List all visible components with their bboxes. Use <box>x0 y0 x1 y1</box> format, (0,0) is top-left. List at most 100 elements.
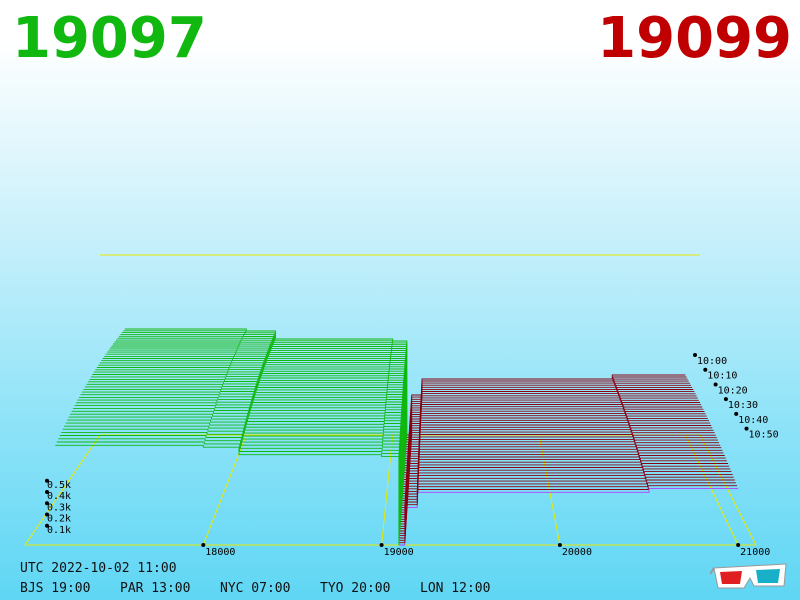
bid-curve-21 <box>86 383 403 496</box>
bid-curve-39 <box>113 343 406 454</box>
bid-curve-10 <box>70 413 402 522</box>
bid-curve-34 <box>105 353 406 466</box>
bid-curve-5 <box>62 428 401 534</box>
bid-curve-18 <box>82 391 403 503</box>
bid-curve-31 <box>101 360 405 473</box>
y-tick-label-1: 0.2k <box>47 514 71 525</box>
bid-curve-33 <box>104 355 405 468</box>
z-tick-label-3: 10:30 <box>728 400 758 411</box>
bid-curve-27 <box>95 369 404 482</box>
y-tick-dot-3 <box>45 490 49 494</box>
y-tick-dot-4 <box>45 478 49 483</box>
3d-glasses-icon[interactable] <box>710 556 790 596</box>
frame-gridline-2 <box>538 434 561 546</box>
x-tick-dot-1 <box>379 543 384 547</box>
x-tick-label-3: 21000 <box>740 547 770 558</box>
ask-curve-6 <box>400 471 732 532</box>
x-tick-label-0: 18000 <box>205 547 235 558</box>
tick-labels: 18000 19000 20000 21000 0.1k0.2k0.3k0.4k0.5k… <box>45 353 779 558</box>
y-tick-dot-0 <box>45 523 49 528</box>
bid-curve-11 <box>71 410 402 520</box>
bid-curve-38 <box>111 345 406 457</box>
bid-curve-17 <box>80 394 403 506</box>
y-tick-dot-1 <box>45 512 49 517</box>
nyc-clock: NYC 07:00 <box>220 581 291 596</box>
bid-curve-40 <box>114 341 407 452</box>
bid-curve-25 <box>92 374 404 487</box>
bid-curve-20 <box>84 386 403 499</box>
y-tick-label-4: 0.5k <box>47 480 71 491</box>
bid-curve-47 <box>124 328 408 435</box>
z-tick-dot-4 <box>734 411 739 416</box>
bid-curve-4 <box>61 431 401 536</box>
bid-curve-36 <box>108 349 406 461</box>
utc-clock: UTC 2022-10-02 11:00 <box>20 561 177 576</box>
bid-curve-41 <box>116 339 407 449</box>
ask-curve-1 <box>399 485 737 544</box>
bid-curve-12 <box>73 407 402 517</box>
par-clock: PAR 13:00 <box>120 581 191 596</box>
y-tick-label-3: 0.4k <box>47 491 71 502</box>
z-tick-dot-0 <box>693 353 697 357</box>
lon-clock: LON 12:00 <box>420 581 491 596</box>
x-tick-dot-3 <box>736 543 741 547</box>
bid-curve-26 <box>93 371 404 485</box>
bid-curve-30 <box>99 362 405 475</box>
depth-curves <box>55 328 739 546</box>
frame-edge-3 <box>699 434 757 546</box>
y-tick-dot-2 <box>45 501 49 506</box>
ask-curve-0 <box>399 488 739 546</box>
bid-curve-42 <box>117 337 407 447</box>
bid-curve-35 <box>107 351 406 464</box>
z-tick-dot-5 <box>744 426 749 431</box>
bid-curve-45 <box>121 332 407 440</box>
bid-curve-37 <box>110 347 406 459</box>
bid-curve-23 <box>89 378 404 492</box>
z-tick-dot-1 <box>703 367 708 372</box>
z-tick-dot-2 <box>713 382 718 387</box>
frame-gridline-1 <box>381 434 394 546</box>
bid-curve-43 <box>119 335 407 445</box>
bid-curve-15 <box>77 399 402 510</box>
frame-edge-2 <box>24 434 101 546</box>
x-tick-dot-0 <box>201 543 206 547</box>
bjs-clock: BJS 19:00 <box>20 581 91 596</box>
z-tick-label-4: 10:40 <box>738 415 768 426</box>
bid-curve-2 <box>58 438 400 541</box>
bid-curve-28 <box>96 367 405 480</box>
bid-curve-46 <box>123 330 408 438</box>
bid-curve-32 <box>102 358 405 471</box>
ask-curve-47 <box>407 374 686 436</box>
ask-price: 19099 <box>597 6 792 71</box>
x-tick-label-2: 20000 <box>562 547 592 558</box>
bid-curve-1 <box>56 441 400 543</box>
ask-curve-2 <box>399 482 736 541</box>
bid-curve-44 <box>120 333 407 442</box>
bid-curve-29 <box>98 364 405 478</box>
y-tick-label-2: 0.3k <box>47 502 71 513</box>
bid-curve-13 <box>74 405 402 515</box>
bid-curve-24 <box>90 376 404 489</box>
z-tick-label-0: 10:00 <box>697 356 727 367</box>
bid-curve-7 <box>65 422 401 529</box>
bid-curve-6 <box>64 425 401 531</box>
x-tick-label-1: 19000 <box>384 547 414 558</box>
z-tick-label-1: 10:10 <box>707 371 737 382</box>
bid-curve-16 <box>79 396 403 508</box>
bid-curve-3 <box>59 435 400 538</box>
bid-curve-0 <box>55 444 400 545</box>
z-tick-label-2: 10:20 <box>718 385 748 396</box>
bid-curve-19 <box>83 388 403 501</box>
x-tick-dot-2 <box>557 543 562 547</box>
bid-price: 19097 <box>12 6 207 71</box>
y-tick-label-0: 0.1k <box>47 525 71 536</box>
bid-curve-9 <box>68 416 401 524</box>
z-tick-dot-3 <box>723 397 728 402</box>
bid-curve-8 <box>67 419 401 527</box>
bid-curve-14 <box>76 402 402 513</box>
tyo-clock: TYO 20:00 <box>320 581 391 596</box>
z-tick-label-5: 10:50 <box>749 430 779 441</box>
bid-curve-22 <box>87 381 404 494</box>
frame-gridline-3 <box>684 434 739 546</box>
